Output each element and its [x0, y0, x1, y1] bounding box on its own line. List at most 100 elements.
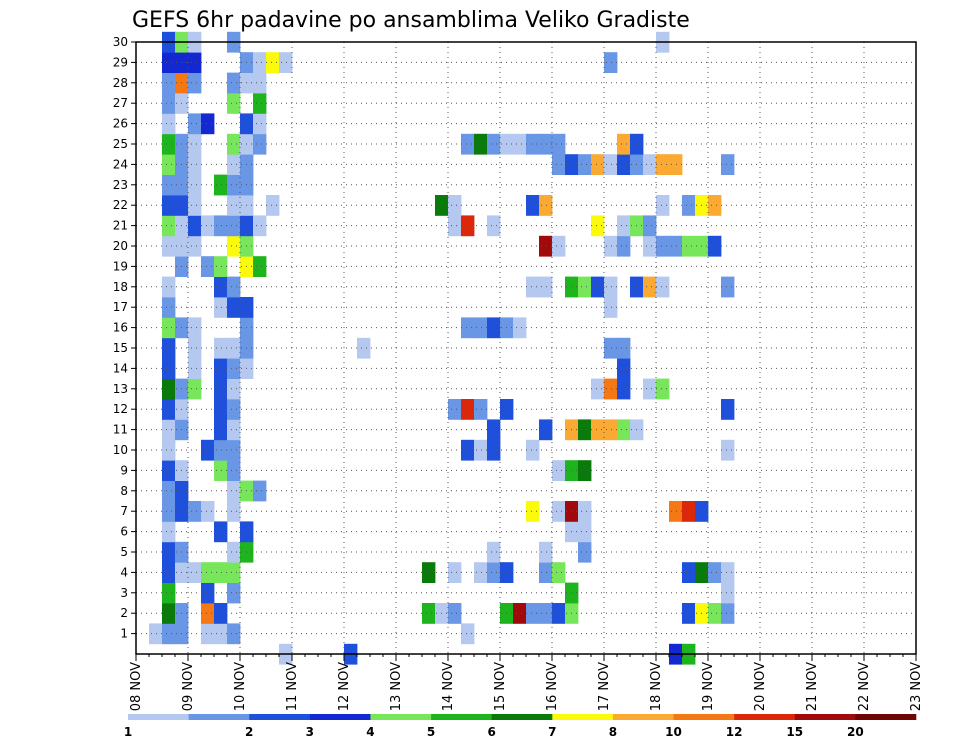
heatmap-cell — [552, 460, 566, 481]
heatmap-cell — [201, 623, 215, 645]
colorbar-swatch — [188, 714, 250, 720]
x-tick-label: 20 NOV — [753, 662, 768, 711]
heatmap-cell — [487, 215, 501, 237]
y-tick-label: 11 — [113, 423, 128, 437]
heatmap-cell — [214, 399, 228, 420]
heatmap-cell — [669, 235, 683, 257]
y-axis: 1234567891011121314151617181920212223242… — [113, 35, 136, 641]
heatmap-cell — [162, 276, 176, 298]
heatmap-cell — [656, 378, 670, 400]
heatmap-cell — [721, 276, 735, 298]
heatmap-cell — [526, 276, 540, 298]
heatmap-cell — [162, 358, 176, 379]
heatmap-cell — [227, 133, 241, 155]
heatmap-cell — [448, 603, 462, 624]
y-tick-label: 24 — [113, 157, 128, 171]
colorbar-swatch — [431, 714, 492, 720]
colorbar: 1 2 3 4 5 6 7 8 10 12 15 20 — [124, 714, 917, 739]
heatmap-cell — [266, 52, 280, 73]
y-tick-label: 22 — [113, 198, 128, 212]
x-tick-label: 22 NOV — [857, 662, 872, 711]
heatmap-cell — [162, 480, 176, 502]
heatmap-cell — [227, 623, 241, 645]
heatmap-cell — [188, 562, 202, 583]
heatmap-cell — [214, 358, 228, 379]
y-tick-label: 17 — [113, 300, 128, 314]
heatmap-cell — [552, 154, 566, 175]
heatmap-cell — [591, 378, 605, 400]
heatmap-cell — [461, 399, 475, 420]
heatmap-cell — [526, 439, 540, 461]
heatmap-cell — [487, 419, 501, 441]
grid-lines — [136, 41, 916, 654]
heatmap-cell — [487, 317, 501, 339]
heatmap-cell — [591, 154, 605, 175]
x-tick-label: 11 NOV — [285, 662, 300, 711]
colorbar-swatch — [673, 714, 735, 720]
heatmap-cell — [162, 582, 176, 604]
heatmap-cell — [591, 419, 605, 441]
heatmap-cell — [227, 154, 241, 175]
colorbar-label: 4 — [366, 725, 374, 739]
heatmap-cell — [669, 154, 683, 175]
heatmap-cell — [422, 603, 436, 624]
heatmap-cell — [149, 623, 163, 645]
heatmap-cell — [162, 439, 176, 461]
heatmap-cell — [162, 378, 176, 400]
heatmap-cell — [253, 215, 267, 237]
heatmap-cell — [227, 541, 241, 563]
x-tick-label: 17 NOV — [597, 662, 612, 711]
heatmap-cell — [526, 501, 540, 522]
heatmap-cell — [617, 133, 631, 155]
heatmap-cell — [513, 133, 527, 155]
y-tick-label: 23 — [113, 178, 128, 192]
heatmap-cell — [214, 419, 228, 441]
y-tick-label: 5 — [120, 545, 128, 559]
heatmap-cell — [162, 297, 176, 318]
heatmap-cell — [656, 195, 670, 216]
y-tick-label: 26 — [113, 117, 128, 131]
heatmap-cell — [461, 439, 475, 461]
heatmap-cell — [643, 215, 657, 237]
heatmap-cell — [604, 276, 618, 298]
heatmap-cell — [474, 562, 488, 583]
heatmap-cell — [552, 603, 566, 624]
heatmap-cell — [448, 195, 462, 216]
heatmap-cell — [214, 174, 228, 196]
heatmap-cell — [162, 419, 176, 441]
heatmap-cell — [162, 337, 176, 359]
heatmap-cell — [578, 460, 592, 481]
heatmap-cell — [162, 603, 176, 624]
y-tick-label: 7 — [120, 504, 128, 518]
heatmap-cell — [214, 215, 228, 237]
heatmap-cell — [656, 276, 670, 298]
heatmap-cell — [539, 541, 553, 563]
y-tick-label: 20 — [113, 239, 128, 253]
heatmap-cell — [539, 235, 553, 257]
heatmap-cell — [591, 276, 605, 298]
heatmap-cell — [162, 399, 176, 420]
heatmap-cell — [721, 582, 735, 604]
heatmap-cell — [253, 480, 267, 502]
heatmap-cell — [162, 72, 176, 94]
heatmap-cell — [214, 603, 228, 624]
x-tick-label: 12 NOV — [337, 662, 352, 711]
heatmap-cell — [227, 399, 241, 420]
colorbar-label: 15 — [786, 725, 803, 739]
heatmap-cell — [539, 603, 553, 624]
heatmap-cell — [682, 195, 696, 216]
colorbar-label: 20 — [847, 725, 864, 739]
heatmap-cell — [708, 235, 722, 257]
heatmap-cell — [162, 52, 176, 73]
heatmap-cell — [201, 256, 215, 277]
heatmap-cell — [227, 460, 241, 481]
colorbar-label: 6 — [488, 725, 496, 739]
heatmap-cell — [253, 72, 267, 94]
heatmap-cell — [591, 215, 605, 237]
colorbar-swatch — [491, 714, 553, 720]
y-tick-label: 13 — [113, 382, 128, 396]
x-tick-label: 10 NOV — [233, 662, 248, 711]
colorbar-label: 2 — [245, 725, 253, 739]
heatmap-cell — [188, 501, 202, 522]
heatmap-cell — [578, 541, 592, 563]
